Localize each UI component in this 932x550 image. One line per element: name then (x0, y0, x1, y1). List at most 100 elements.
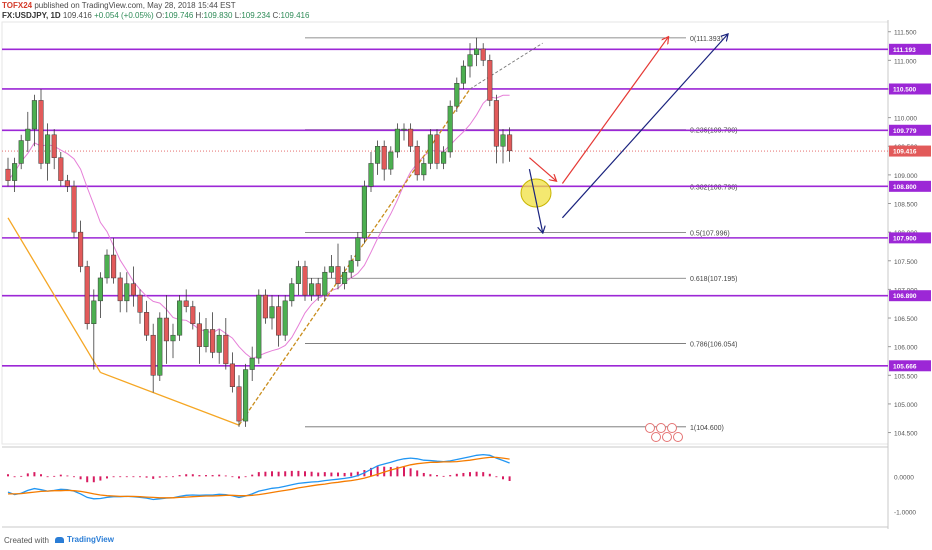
macd-histogram-bar (158, 476, 161, 478)
open-value: 109.746 (164, 11, 194, 20)
candle-body (84, 266, 90, 325)
macd-histogram-bar (251, 474, 254, 477)
tradingview-cloud-icon (55, 536, 64, 543)
y-tick-label: 105.000 (894, 402, 918, 409)
macd-histogram-bar (172, 476, 174, 478)
macd-histogram-bar (92, 476, 95, 483)
fib-level-label: 0.236(109.790) (690, 128, 737, 135)
y-tick-label: 106.500 (894, 316, 918, 323)
price-chart[interactable]: 111.500111.000110.500110.000109.500109.0… (0, 0, 932, 529)
projection-arrows (528, 35, 727, 233)
symbol-info: FX:USDJPY, 1D 109.416 +0.054 (+0.05%) O:… (2, 11, 309, 20)
trendline (469, 42, 543, 90)
macd-histogram-bar (370, 467, 372, 477)
candle-body (137, 294, 143, 313)
event-icon (656, 423, 666, 433)
candle-body (295, 266, 301, 284)
candle-body (196, 323, 202, 347)
candle-body (249, 357, 255, 370)
candle-body (97, 277, 103, 302)
event-icon (673, 432, 683, 442)
low-value: 109.234 (241, 11, 271, 20)
symbol-name[interactable]: FX:USDJPY, 1D (2, 11, 61, 20)
level-price-tag (889, 43, 931, 55)
macd-histogram-bar (343, 472, 346, 477)
candle-body (190, 306, 196, 325)
macd-histogram-bar (409, 468, 412, 477)
publisher-name[interactable]: TOFX24 (2, 1, 33, 10)
level-price-label: 106.890 (893, 293, 917, 300)
level-price-tag (889, 232, 931, 244)
macd-histogram-bar (337, 472, 339, 477)
blue-arrow (561, 35, 727, 219)
level-price-tag (889, 180, 931, 192)
macd-histogram-bar (20, 475, 23, 477)
fib-level-label: 0.5(107.996) (690, 230, 730, 237)
macd-histogram-bar (145, 476, 148, 478)
candle-body (355, 237, 361, 262)
candle-body (454, 83, 460, 107)
macd-signal-line (8, 456, 510, 499)
fib-level-label: 1(104.600) (690, 425, 724, 432)
footer: Created with TradingView (0, 529, 932, 550)
macd-histogram-bar (46, 476, 49, 478)
candle-body (282, 300, 288, 336)
fib-level-label: 0.618(107.195) (690, 276, 737, 283)
close-label: C: (272, 11, 281, 20)
macd-histogram-bar (257, 472, 260, 477)
candle-body (401, 128, 407, 131)
candle-body (256, 294, 262, 359)
candle-body (381, 145, 387, 170)
candle-body (348, 260, 354, 273)
candle-body (58, 157, 64, 181)
candle-body (117, 277, 123, 302)
macd-histogram-bar (449, 475, 452, 477)
candle-body (144, 312, 150, 336)
candle-body (467, 54, 473, 67)
y-tick-label: 111.000 (894, 58, 917, 65)
macd-histogram-bar (79, 476, 82, 480)
y-tick-label: 111.500 (894, 30, 917, 37)
red-arrow (561, 37, 668, 184)
y-tick-label: 108.500 (894, 202, 918, 209)
candle-body (434, 134, 440, 164)
macd-histogram-bar (389, 467, 392, 477)
high-label: H: (195, 11, 204, 20)
macd-histogram-bar (86, 476, 89, 483)
candle-body (163, 317, 169, 342)
macd-histogram-bar (244, 476, 247, 478)
candle-body (91, 300, 97, 325)
trendline (7, 217, 101, 373)
tradingview-logo[interactable]: TradingView (55, 535, 114, 544)
macd-histogram-bar (495, 476, 498, 478)
candle-body (236, 386, 242, 422)
macd-histogram-bar (224, 475, 227, 477)
candle-body (150, 334, 156, 376)
candle-body (51, 134, 57, 158)
candle-body (447, 105, 453, 153)
publish-info: TOFX24 published on TradingView.com, May… (2, 1, 236, 10)
macd-histogram-bar (376, 466, 379, 477)
candle-body (31, 100, 37, 130)
level-price-tag (889, 83, 931, 95)
level-price-tag (889, 360, 931, 372)
macd-histogram-bar (469, 472, 471, 477)
macd-histogram-bar (165, 476, 168, 478)
macd-histogram-bar (178, 475, 181, 477)
level-price-label: 111.193 (893, 47, 916, 54)
macd-histogram-bar (482, 472, 485, 477)
y-tick-label: 104.500 (894, 431, 918, 438)
macd-histogram-bar (191, 474, 194, 477)
highlight-circle (520, 178, 552, 208)
candle-body (216, 334, 222, 353)
created-with: Created with (4, 536, 49, 545)
macd-histogram-bar (350, 472, 353, 477)
candle-body (124, 283, 130, 302)
macd-histogram-bar (53, 475, 56, 477)
candle-body (394, 128, 400, 153)
macd-histogram-bar (396, 466, 399, 477)
candle-body (269, 306, 275, 319)
macd-histogram-bar (277, 471, 280, 477)
candle-body (414, 145, 420, 176)
